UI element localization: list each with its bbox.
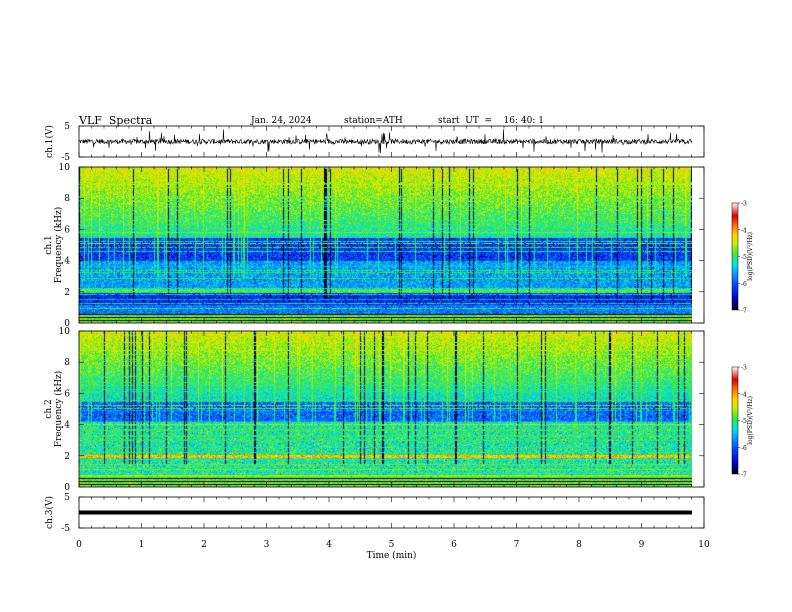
ch3-waveform-ytick-label: 5 bbox=[64, 493, 70, 503]
xtick-label: 6 bbox=[451, 540, 457, 550]
xtick-label: 8 bbox=[576, 540, 582, 550]
xtick-label: 2 bbox=[201, 540, 207, 550]
ch1-waveform-ylabel: ch.1(V) bbox=[44, 125, 55, 158]
ch2-spectrogram-colorbar-tick-label: -3 bbox=[741, 365, 747, 372]
start-time-label: start UT = 16: 40: 1 bbox=[438, 116, 544, 126]
ch2-spectrogram-ytick-label: 10 bbox=[59, 327, 71, 337]
ch1-waveform-ytick-label: -5 bbox=[61, 153, 70, 163]
figure-title: VLF Spectra bbox=[79, 114, 153, 127]
ch1-waveform-ytick-label: 5 bbox=[64, 122, 70, 132]
ch1-spectrogram-ytick-label: 10 bbox=[59, 163, 71, 173]
ch1-spectrogram-colorbar-tick-label: -7 bbox=[741, 308, 747, 315]
ch2-spectrogram-image bbox=[79, 331, 692, 487]
ch1-spectrogram-colorbar-tick-label: -5 bbox=[741, 254, 747, 261]
ch2-spectrogram-ylabel-frequency: Frequency (kHz) bbox=[53, 371, 64, 448]
xaxis-label: Time (min) bbox=[367, 550, 417, 561]
ch2-spectrogram-colorbar bbox=[731, 366, 739, 475]
ch2-spectrogram-colorbar-label: log(PSD)(V²/Hz) bbox=[747, 396, 754, 445]
ch1-spectrogram-ylabel-channel: ch.1 bbox=[44, 235, 54, 254]
ch2-spectrogram-ytick-label: 8 bbox=[64, 358, 70, 368]
ch1-spectrogram-colorbar-tick-label: -4 bbox=[741, 227, 747, 234]
ch2-spectrogram-ytick-label: 0 bbox=[64, 483, 70, 493]
ch1-spectrogram-colorbar-tick-label: -6 bbox=[741, 281, 747, 288]
ch1-spectrogram-colorbar bbox=[731, 202, 739, 311]
ch2-spectrogram-ylabel-channel: ch.2 bbox=[44, 399, 54, 418]
xtick-label: 10 bbox=[698, 540, 710, 550]
ch1-spectrogram-ytick-label: 0 bbox=[64, 319, 70, 329]
ch2-spectrogram-ytick-label: 4 bbox=[64, 421, 70, 431]
ch2-spectrogram-ytick-label: 2 bbox=[64, 452, 70, 462]
ch2-spectrogram-colorbar-tick-label: -4 bbox=[741, 391, 747, 398]
xtick-label: 0 bbox=[76, 540, 82, 550]
date-label: Jan. 24, 2024 bbox=[251, 116, 312, 126]
xtick-label: 3 bbox=[264, 540, 270, 550]
ch1-spectrogram-image bbox=[79, 167, 692, 323]
xtick-label: 5 bbox=[389, 540, 395, 550]
ch1-spectrogram-ytick-label: 6 bbox=[64, 225, 70, 235]
xtick-label: 1 bbox=[139, 540, 145, 550]
xtick-label: 7 bbox=[514, 540, 520, 550]
ch2-spectrogram-colorbar-tick-label: -7 bbox=[741, 472, 747, 479]
ch2-spectrogram-colorbar-tick-label: -6 bbox=[741, 445, 747, 452]
ch1-spectrogram-ytick-label: 2 bbox=[64, 288, 70, 298]
ch3-waveform-ytick-label: -5 bbox=[61, 524, 70, 534]
panels-layer bbox=[78, 129, 693, 515]
ch1-spectrogram-ylabel-frequency: Frequency (kHz) bbox=[53, 207, 64, 284]
ch1-spectrogram-colorbar-label: log(PSD)(V²/Hz) bbox=[747, 232, 754, 281]
ch3-waveform-ylabel: ch.3(V) bbox=[44, 496, 55, 529]
ch1-spectrogram-ytick-label: 4 bbox=[64, 257, 70, 267]
ch2-spectrogram-ytick-label: 6 bbox=[64, 389, 70, 399]
xtick-label: 4 bbox=[326, 540, 332, 550]
ch2-spectrogram-colorbar-tick-label: -5 bbox=[741, 418, 747, 425]
xtick-label: 9 bbox=[639, 540, 645, 550]
ch1-spectrogram-ytick-label: 8 bbox=[64, 194, 70, 204]
ch1-trace bbox=[78, 129, 693, 154]
ch1-spectrogram-colorbar-tick-label: -3 bbox=[741, 201, 747, 208]
station-label: station=ATH bbox=[344, 116, 403, 126]
